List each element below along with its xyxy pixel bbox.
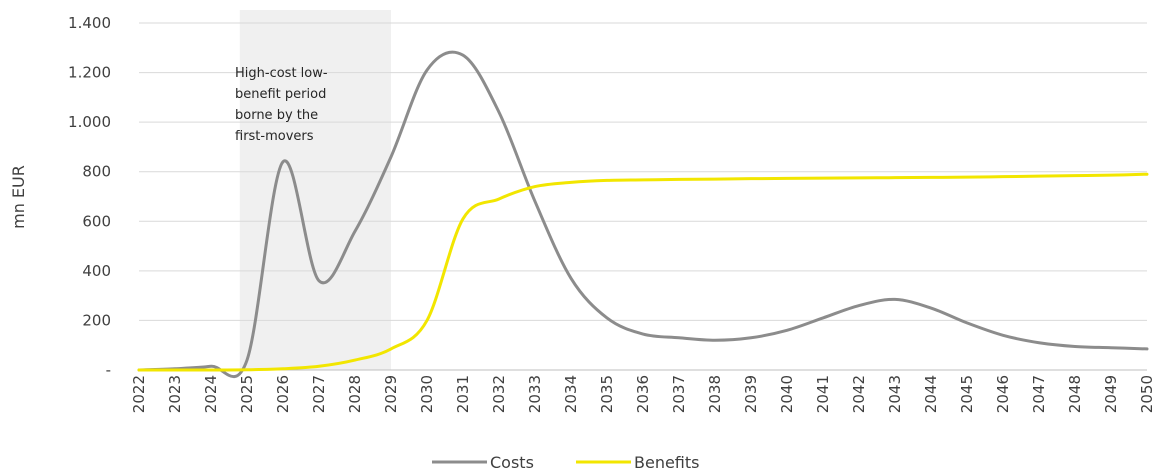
x-tick-label: 2035: [598, 375, 616, 413]
x-tick-label: 2041: [814, 375, 832, 413]
y-tick-labels: - 200 400 600 800 1.000 1.200 1.400: [68, 14, 111, 379]
x-tick-label: 2030: [418, 375, 436, 413]
x-tick-label: 2028: [346, 375, 364, 413]
annotation-line: first-movers: [235, 129, 314, 144]
x-tick-labels: 2022 2023 2024 2025 2026 2027 2028 2029 2030 2031…: [130, 375, 1156, 413]
x-tick-label: 2029: [382, 375, 400, 413]
y-tick-label: 1.000: [68, 113, 111, 131]
series-line-benefits: [137, 172, 1149, 372]
y-tick-label: 1.200: [68, 64, 111, 82]
gridlines: [139, 22, 1147, 321]
x-tick-label: 2025: [238, 375, 256, 413]
y-tick-label: 200: [82, 311, 111, 329]
legend: Costs Benefits: [432, 453, 700, 472]
x-tick-label: 2024: [202, 375, 220, 413]
x-tick-label: 2027: [310, 375, 328, 413]
x-tick-label: 2049: [1102, 375, 1120, 413]
series-lines: [137, 50, 1149, 379]
y-tick-label: -: [106, 361, 111, 379]
y-tick-label: 600: [82, 212, 111, 230]
x-tick-label: 2034: [562, 375, 580, 413]
x-tick-label: 2040: [778, 375, 796, 413]
annotation-line: borne by the: [235, 108, 318, 123]
annotation-line: benefit period: [235, 87, 326, 102]
x-tick-label: 2044: [922, 375, 940, 413]
x-tick-label: 2032: [490, 375, 508, 413]
shaded-region: [239, 10, 391, 370]
x-tick-label: 2047: [1030, 375, 1048, 413]
legend-label-benefits: Benefits: [634, 453, 700, 472]
x-tick-label: 2036: [634, 375, 652, 413]
x-tick-label: 2037: [670, 375, 688, 413]
x-tick-label: 2050: [1138, 375, 1156, 413]
x-tick-label: 2026: [274, 375, 292, 413]
x-tick-label: 2039: [742, 375, 760, 413]
legend-label-costs: Costs: [490, 453, 534, 472]
x-tick-label: 2031: [454, 375, 472, 413]
y-tick-label: 400: [82, 262, 111, 280]
x-tick-label: 2046: [994, 375, 1012, 413]
x-tick-label: 2038: [706, 375, 724, 413]
y-tick-label: 1.400: [68, 14, 111, 32]
y-axis-label: mn EUR: [9, 165, 28, 229]
annotation-line: High-cost low-: [235, 66, 328, 81]
shaded-region-annotation: High-cost low-benefit period borne by the…: [235, 66, 328, 144]
x-tick-label: 2022: [130, 375, 148, 413]
x-tick-label: 2045: [958, 375, 976, 413]
x-tick-label: 2043: [886, 375, 904, 413]
x-tick-label: 2048: [1066, 375, 1084, 413]
y-tick-label: 800: [82, 163, 111, 181]
x-tick-label: 2033: [526, 375, 544, 413]
x-tick-label: 2042: [850, 375, 868, 413]
series-line-costs: [137, 50, 1149, 379]
x-tick-label: 2023: [166, 375, 184, 413]
